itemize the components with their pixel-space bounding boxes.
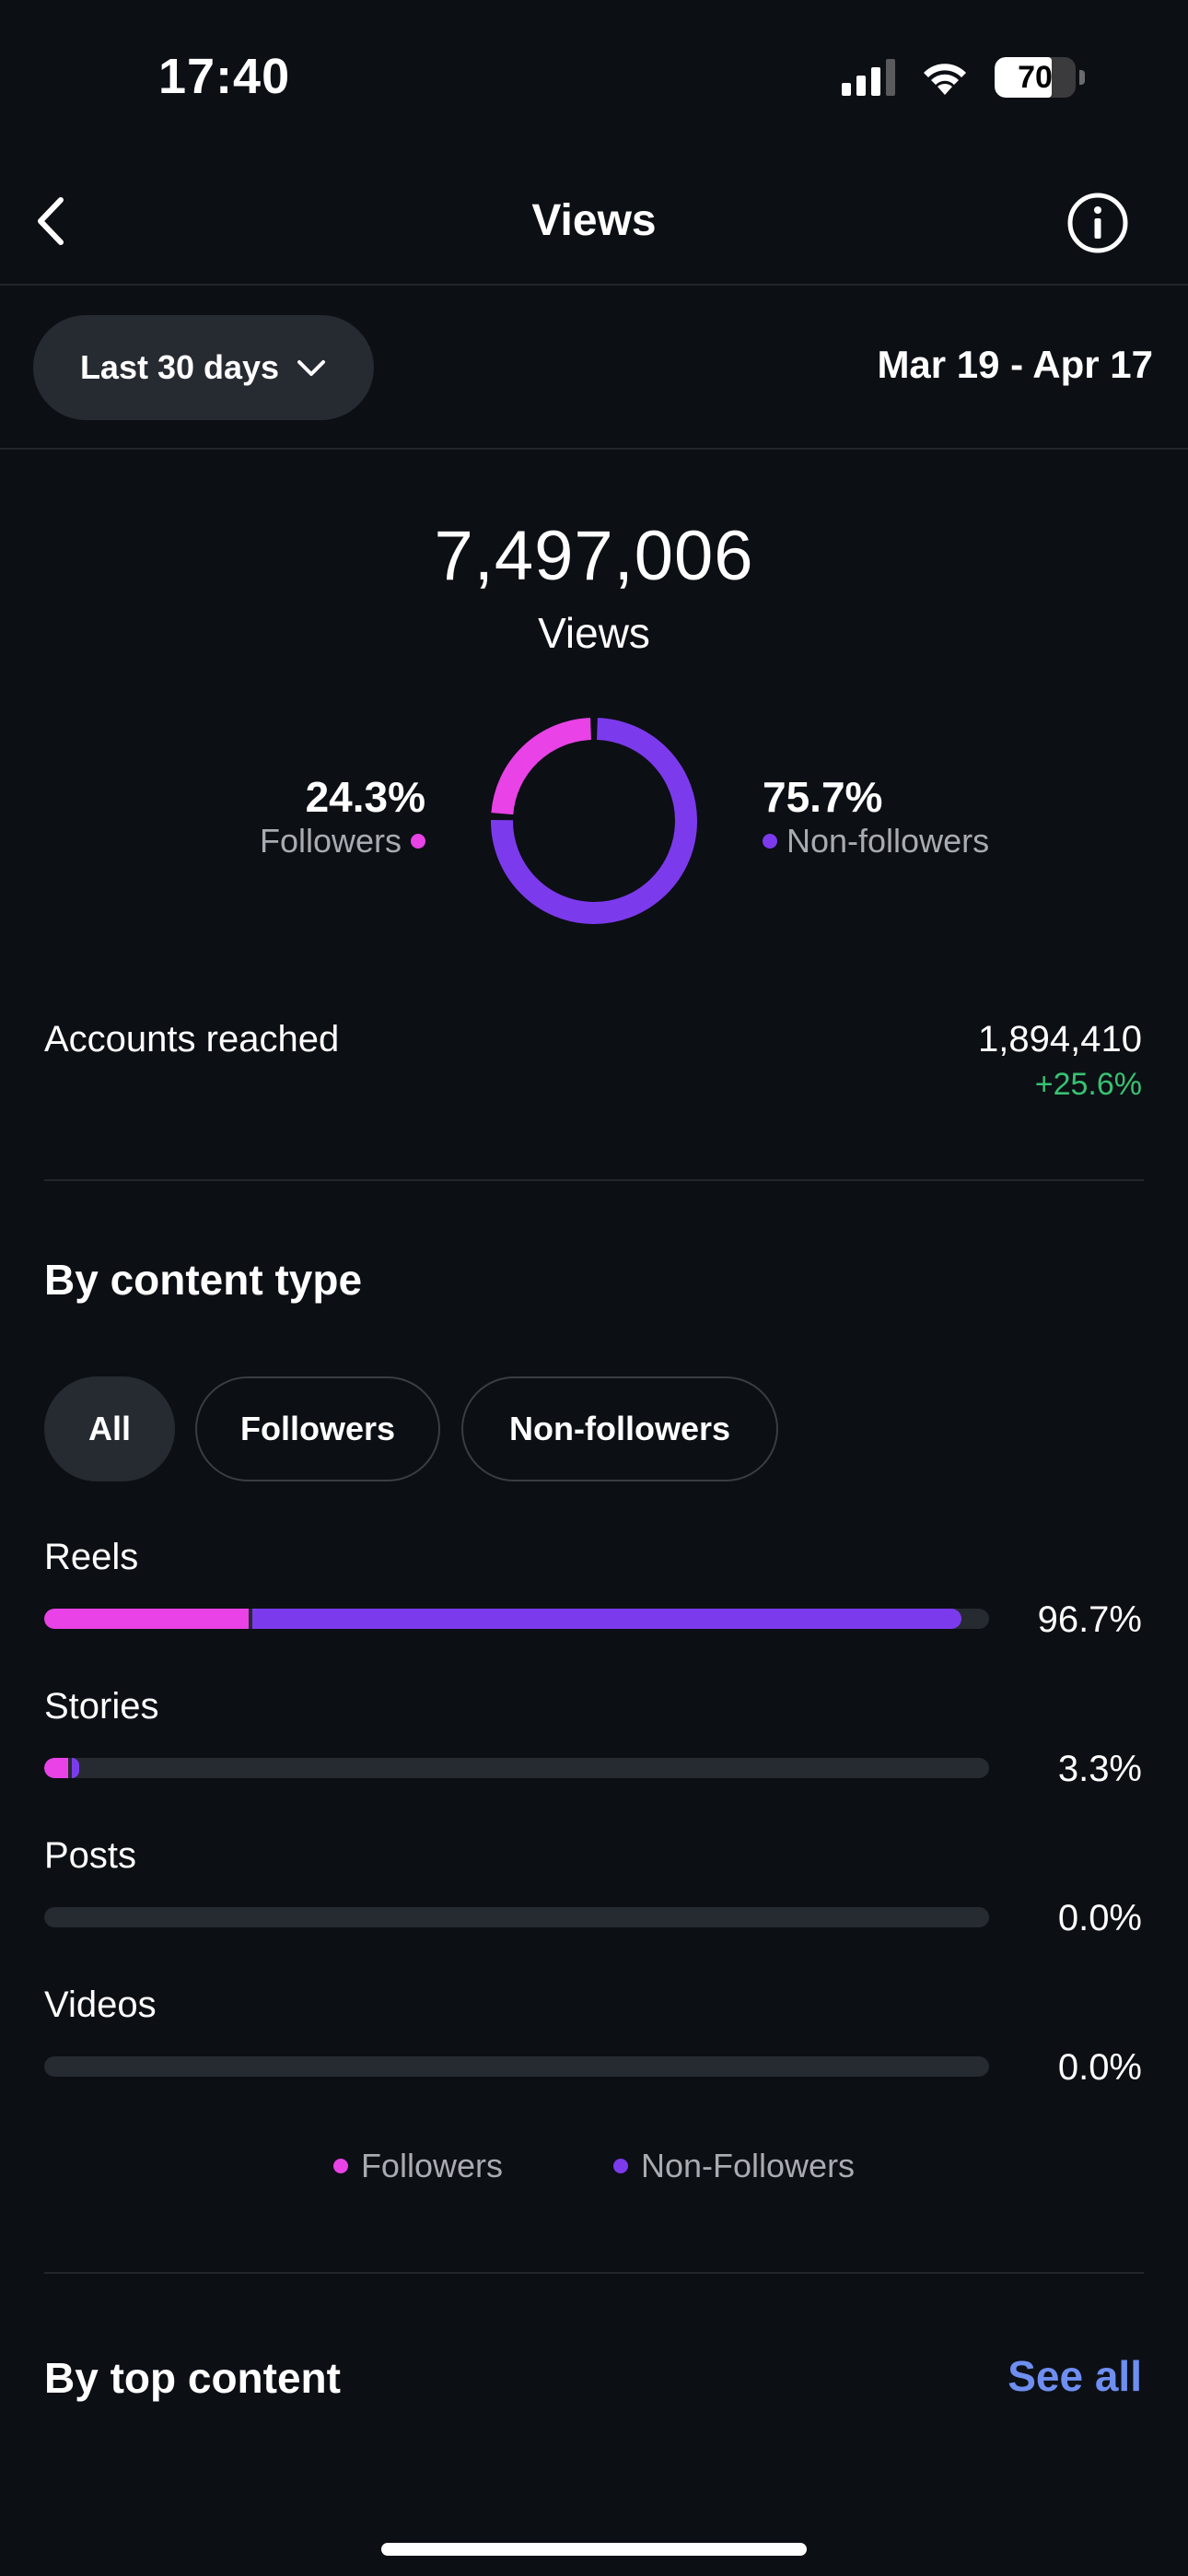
date-range-dropdown-label: Last 30 days — [79, 348, 280, 386]
status-time: 17:40 — [158, 49, 291, 104]
donut-segment-followers — [491, 718, 592, 815]
followers-share: 24.3% Followers — [260, 772, 425, 861]
see-all-link[interactable]: See all — [1007, 2352, 1142, 2400]
content-type-label: Reels — [44, 1537, 139, 1577]
legend-followers-label: Followers — [360, 2147, 503, 2184]
views-total: 7,497,006 — [434, 517, 754, 595]
followers-label: Followers — [259, 822, 402, 860]
followers-dot-icon — [411, 834, 425, 849]
chevron-down-icon — [297, 360, 326, 376]
bar-segment-non-followers — [251, 1609, 962, 1629]
content-type-title: By content type — [44, 1256, 363, 1304]
info-button[interactable] — [1066, 192, 1129, 254]
non-followers-dot-icon — [612, 2159, 628, 2173]
content-type-bar-posts — [44, 1907, 989, 1927]
legend-followers: Followers — [332, 2147, 503, 2185]
bar-segment-followers — [44, 1758, 68, 1778]
chip-non-followers[interactable]: Non-followers — [461, 1376, 778, 1481]
page-title: Views — [531, 196, 657, 245]
content-type-pct: 3.3% — [1057, 1749, 1142, 1789]
chevron-left-icon — [38, 197, 64, 245]
status-icons: 70 — [842, 57, 1085, 98]
section-divider — [44, 1179, 1144, 1181]
content-type-bar-stories — [44, 1758, 989, 1778]
section-divider — [44, 2272, 1144, 2274]
bar-segment-followers — [44, 1609, 249, 1629]
content-type-label: Stories — [44, 1686, 159, 1727]
content-type-bar-videos — [44, 2056, 989, 2077]
bar-segment-non-followers — [71, 1758, 79, 1778]
accounts-reached-change: +25.6% — [1034, 1067, 1142, 1102]
followers-dot-icon — [332, 2159, 348, 2173]
content-type-legend: Followers Non-Followers — [0, 2147, 1188, 2185]
content-type-bar-reels — [44, 1609, 989, 1629]
legend-non-followers: Non-Followers — [612, 2147, 856, 2185]
non-followers-pct: 75.7% — [763, 773, 883, 821]
wifi-icon — [924, 64, 966, 95]
home-indicator[interactable] — [381, 2543, 807, 2556]
accounts-reached-value: 1,894,410 — [978, 1019, 1142, 1060]
non-followers-share: 75.7% Non-followers — [763, 772, 989, 861]
chip-all[interactable]: All — [44, 1376, 175, 1481]
legend-non-followers-label: Non-Followers — [640, 2147, 856, 2184]
content-type-label: Posts — [44, 1835, 137, 1876]
donut-segment-non-followers — [490, 718, 697, 924]
content-type-pct: 96.7% — [1037, 1599, 1142, 1640]
top-content-title: By top content — [44, 2354, 341, 2402]
views-label: Views — [538, 609, 650, 657]
views-donut-chart — [490, 718, 697, 924]
followers-pct: 24.3% — [305, 773, 425, 821]
content-type-pct: 0.0% — [1057, 2047, 1142, 2088]
non-followers-label: Non-followers — [786, 822, 990, 860]
content-type-pct: 0.0% — [1057, 1898, 1142, 1938]
chip-followers[interactable]: Followers — [195, 1376, 440, 1481]
filter-divider — [0, 448, 1188, 450]
battery-level: 70 — [1018, 60, 1053, 95]
date-range-dropdown[interactable]: Last 30 days — [33, 315, 374, 420]
content-type-label: Videos — [44, 1985, 157, 2025]
back-button[interactable] — [26, 189, 81, 253]
accounts-reached-label: Accounts reached — [44, 1019, 340, 1060]
battery-icon: 70 — [995, 57, 1076, 98]
cellular-signal-icon — [842, 59, 895, 96]
header-divider — [0, 284, 1188, 286]
non-followers-dot-icon — [763, 834, 777, 849]
date-range-text: Mar 19 - Apr 17 — [877, 343, 1153, 386]
info-icon — [1067, 193, 1128, 253]
